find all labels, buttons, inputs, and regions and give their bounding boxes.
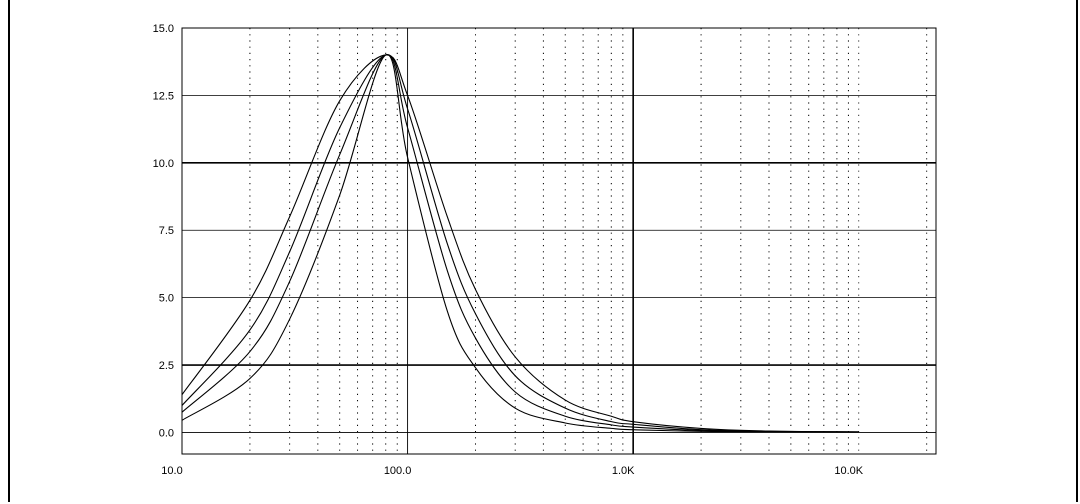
y-tick-label: 7.5 [159,225,174,237]
x-tick-labels: 10.0 100.0 1.0K 10.0K [161,465,863,477]
series-lines [181,54,859,433]
series-line-3 [181,54,859,433]
series-line-2 [181,54,859,433]
series-line-4 [181,54,859,433]
series-line-1 [181,54,859,433]
y-tick-labels: 15.0 12.5 10.0 7.5 5.0 2.5 0.0 [153,23,174,439]
x-tick-label: 1.0K [612,465,635,477]
chart-frame [8,0,1078,502]
y-tick-label: 2.5 [159,360,174,372]
y-tick-label: 12.5 [153,90,174,102]
y-tick-label: 10.0 [153,158,174,170]
grid [182,28,936,454]
x-tick-label: 10.0K [834,465,863,477]
y-tick-label: 5.0 [159,293,174,305]
x-tick-label: 10.0 [161,465,182,477]
plot-area [181,27,937,455]
x-tick-label: 100.0 [384,465,412,477]
y-tick-label: 15.0 [153,23,174,35]
y-tick-label: 0.0 [159,427,174,439]
